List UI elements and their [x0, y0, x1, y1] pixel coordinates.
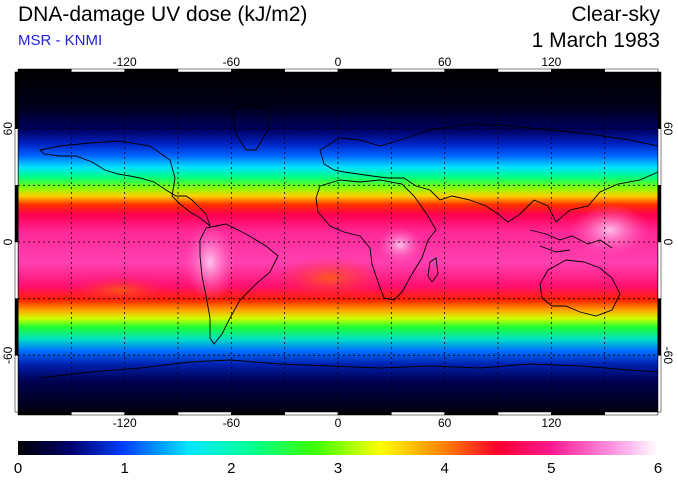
lon-tick-label-top: 0 — [335, 55, 342, 69]
andes-hotspot — [184, 222, 236, 302]
lon-tick-label-bottom: -60 — [223, 416, 241, 430]
lon-tick-label-bottom: 0 — [335, 416, 342, 430]
coastline-indonesia — [529, 229, 613, 253]
frame-segment — [284, 411, 339, 416]
frame-ticks — [14, 68, 662, 416]
lat-tick-label-left: 0 — [1, 238, 15, 245]
frame-segment — [657, 298, 662, 356]
coastlines — [39, 103, 658, 379]
lat-tick-label-right: 0 — [661, 239, 675, 246]
frame-segment — [444, 68, 499, 73]
frame-segment — [231, 411, 285, 416]
lat-tick-label-left: -60 — [1, 346, 15, 364]
coastline-australia — [539, 259, 621, 317]
pacific-hotspot — [570, 204, 650, 256]
atlantic-orange-region — [275, 256, 385, 300]
frame-segment — [231, 68, 285, 73]
lon-tick-label-top: 60 — [438, 55, 452, 69]
coastline-europe-asia — [319, 123, 658, 223]
frame-segment — [14, 128, 19, 186]
coastline-africa — [315, 179, 437, 301]
frame-segment — [444, 411, 499, 416]
frame-segment — [551, 411, 605, 416]
coastline-greenland — [231, 103, 271, 151]
frame-segment — [71, 411, 125, 416]
frame-segment — [604, 68, 659, 73]
frame-segment — [71, 68, 125, 73]
colorbar — [18, 441, 658, 455]
colorbar-tick-label: 3 — [333, 460, 343, 477]
africa-hotspot — [378, 227, 422, 263]
frame-segment — [14, 71, 19, 129]
map-title: DNA-damage UV dose (kJ/m2) — [18, 3, 308, 26]
frame-segment — [17, 68, 72, 73]
coastline-south-america — [199, 223, 279, 345]
map-field — [18, 72, 658, 412]
coastline-antarctica — [39, 359, 658, 379]
frame-segment — [657, 71, 662, 129]
coastline-north-america — [39, 140, 211, 228]
lon-tick-label-top: -120 — [113, 55, 137, 69]
frame-segment — [497, 68, 552, 73]
colorbar-tick-label: 6 — [653, 460, 663, 477]
lon-tick-label-top: 120 — [541, 55, 561, 69]
lat-tick-label-right: -60 — [661, 347, 675, 365]
frame-segment — [657, 128, 662, 186]
frame-segment — [391, 68, 445, 73]
frame-segment — [391, 411, 445, 416]
lon-tick-label-bottom: -120 — [113, 416, 137, 430]
graticule — [18, 72, 658, 412]
frame-segment — [284, 68, 339, 73]
sky-condition-label: Clear-sky — [571, 3, 660, 26]
frame-segment — [337, 411, 392, 416]
colorbar-tick-label: 5 — [547, 460, 556, 477]
frame-segment — [657, 185, 662, 243]
frame-segment — [17, 411, 72, 416]
colorbar-tick-label: 1 — [120, 460, 129, 477]
frame-segment — [497, 411, 552, 416]
colorbar-tick-label: 2 — [227, 460, 236, 477]
pacific-orange-region — [70, 276, 170, 304]
frame-segment — [124, 411, 179, 416]
lon-tick-label-top: -60 — [223, 55, 241, 69]
frame-segment — [337, 68, 392, 73]
lat-tick-label-left: 60 — [1, 122, 15, 136]
frame-segment — [14, 355, 19, 413]
lon-tick-label-bottom: 60 — [438, 416, 452, 430]
frame-segment — [14, 298, 19, 356]
colorbar-tick-label: 4 — [440, 460, 449, 477]
colorbar-tick-label: 0 — [13, 460, 23, 477]
lon-tick-label-bottom: 120 — [541, 416, 561, 430]
axis-tick-labels: -120 -120 -60 -60 0 0 60 60 120 120 60 60 0 0 -60 -60 — [1, 55, 675, 430]
frame-segment — [177, 411, 232, 416]
frame-segment — [551, 68, 605, 73]
frame-segment — [604, 411, 659, 416]
frame-segment — [657, 241, 662, 299]
frame-segment — [14, 241, 19, 299]
lat-tick-label-right: 60 — [661, 122, 675, 136]
frame-segment — [177, 68, 232, 73]
frame-segment — [14, 185, 19, 243]
frame-segment — [124, 68, 179, 73]
frame-segment — [657, 355, 662, 413]
coastline-madagascar — [427, 257, 439, 283]
data-source-label: MSR - KNMI — [18, 32, 103, 49]
date-label: 1 March 1983 — [531, 29, 660, 52]
